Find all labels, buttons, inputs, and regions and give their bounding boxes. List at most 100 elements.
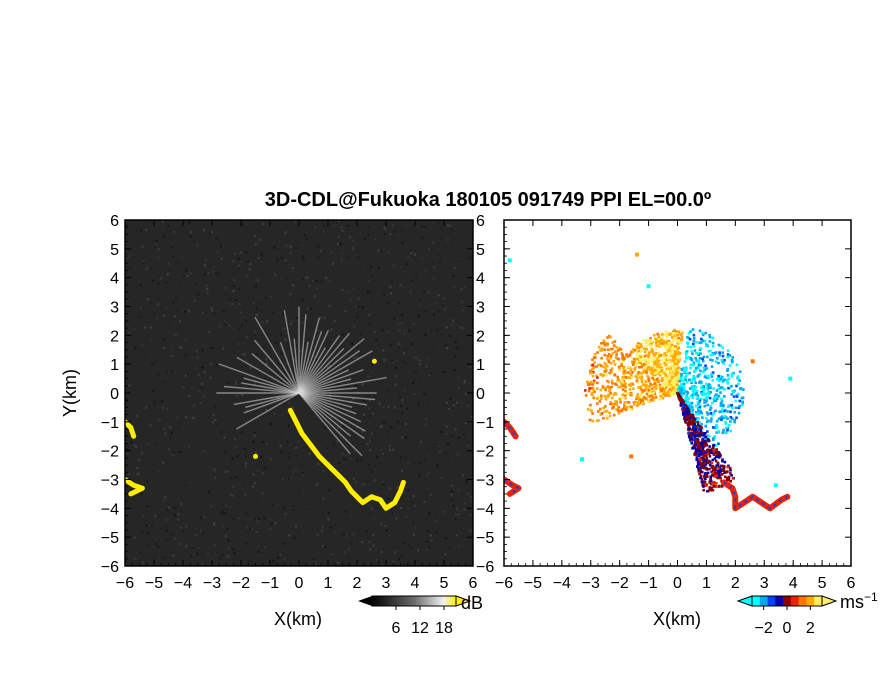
y-tick-label: −6 — [101, 559, 119, 576]
velocity-pixel — [692, 376, 695, 379]
velocity-pixel — [683, 368, 686, 372]
noise-pixel — [395, 517, 398, 520]
velocity-pixel — [703, 368, 706, 372]
velocity-pixel — [675, 383, 679, 387]
velocity-pixel — [711, 359, 714, 362]
velocity-pixel — [701, 333, 705, 337]
velocity-pixel — [657, 351, 661, 355]
velocity-pixel — [726, 426, 730, 430]
noise-pixel — [265, 443, 268, 446]
noise-pixel — [278, 402, 281, 405]
noise-pixel — [371, 470, 374, 473]
noise-pixel — [453, 285, 456, 289]
noise-pixel — [195, 349, 198, 352]
noise-pixel — [440, 333, 443, 336]
noise-pixel — [241, 506, 244, 509]
velocity-pixel — [691, 418, 695, 422]
noise-pixel — [223, 319, 226, 322]
noise-pixel — [345, 371, 348, 374]
noise-pixel — [181, 394, 184, 397]
noise-pixel — [343, 356, 346, 359]
noise-pixel — [241, 431, 244, 434]
velocity-pixel — [708, 455, 712, 458]
noise-pixel — [361, 483, 364, 486]
noise-pixel — [280, 312, 283, 315]
noise-pixel — [139, 229, 142, 232]
noise-pixel — [262, 497, 265, 500]
velocity-pixel — [688, 401, 692, 405]
noise-pixel — [346, 224, 349, 227]
noise-pixel — [126, 452, 129, 455]
velocity-pixel — [662, 385, 666, 389]
noise-pixel — [390, 511, 394, 514]
noise-pixel — [427, 400, 430, 403]
noise-pixel — [455, 534, 458, 537]
noise-pixel — [376, 456, 379, 459]
noise-pixel — [449, 425, 452, 428]
velocity-pixel — [741, 403, 744, 407]
velocity-pixel — [670, 348, 673, 351]
noise-pixel — [131, 425, 134, 428]
velocity-pixel — [694, 448, 698, 452]
velocity-pixel — [639, 385, 643, 389]
velocity-pixel — [662, 340, 666, 344]
noise-pixel — [177, 261, 180, 264]
velocity-pixel — [693, 349, 697, 352]
noise-pixel — [143, 290, 146, 293]
velocity-pixel — [670, 352, 674, 356]
noise-pixel — [456, 401, 459, 404]
velocity-pixel — [691, 408, 695, 412]
noise-pixel — [155, 543, 158, 546]
snr-ray — [298, 350, 373, 394]
velocity-pixel — [605, 369, 608, 372]
noise-pixel — [459, 326, 462, 329]
velocity-pixel — [603, 341, 607, 345]
velocity-pixel — [664, 363, 668, 367]
velocity-pixel — [718, 474, 721, 477]
noise-pixel — [436, 445, 439, 448]
noise-pixel — [336, 243, 339, 246]
velocity-pixel — [603, 395, 607, 398]
velocity-pixel — [652, 368, 655, 372]
noise-pixel — [208, 491, 211, 494]
velocity-pixel — [659, 354, 663, 357]
noise-pixel — [202, 344, 205, 347]
noise-pixel — [370, 265, 373, 268]
velocity-pixel — [726, 355, 729, 359]
velocity-isolated-point — [750, 359, 755, 364]
noise-pixel — [388, 448, 391, 452]
noise-pixel — [237, 257, 240, 260]
noise-pixel — [351, 378, 354, 381]
velocity-pixel — [627, 383, 631, 387]
noise-pixel — [142, 428, 145, 431]
x-tick-label: −1 — [639, 575, 657, 592]
noise-pixel — [171, 345, 174, 348]
noise-pixel — [223, 436, 226, 439]
noise-pixel — [279, 361, 282, 364]
velocity-pixel — [608, 389, 611, 393]
noise-pixel — [361, 430, 364, 433]
noise-pixel — [288, 451, 291, 454]
velocity-pixel — [706, 420, 709, 424]
velocity-pixel — [702, 464, 705, 467]
noise-pixel — [433, 266, 436, 269]
velocity-pixel — [720, 358, 724, 362]
velocity-pixel — [682, 392, 686, 395]
velocity-pixel — [688, 337, 692, 341]
noise-pixel — [398, 302, 401, 305]
noise-pixel — [352, 287, 355, 290]
velocity-pixel — [701, 439, 704, 442]
noise-pixel — [227, 555, 230, 558]
velocity-pixel — [694, 450, 698, 454]
noise-pixel — [241, 323, 244, 326]
velocity-pixel — [633, 368, 637, 372]
velocity-pixel — [609, 391, 612, 395]
noise-pixel — [334, 421, 337, 424]
velocity-pixel — [722, 468, 726, 472]
noise-pixel — [275, 341, 278, 345]
noise-pixel — [350, 389, 353, 392]
velocity-pixel — [713, 468, 717, 472]
noise-pixel — [243, 479, 246, 482]
snr-colorbar: 6 12 18 dB — [358, 593, 483, 637]
velocity-pixel — [622, 407, 626, 411]
